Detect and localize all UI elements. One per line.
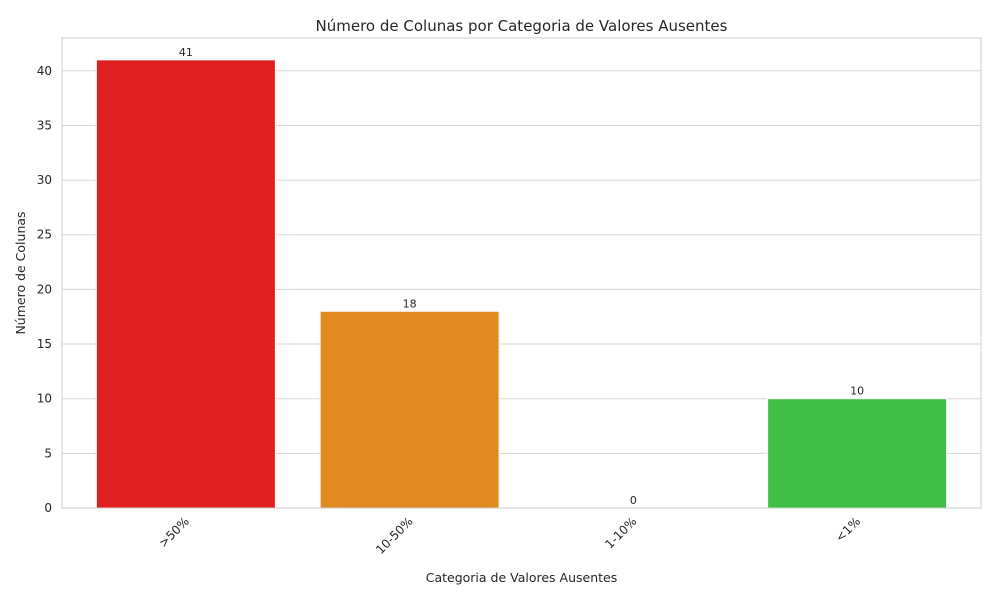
y-tick-label: 25 xyxy=(37,228,52,242)
data-label: 10 xyxy=(850,385,864,398)
y-tick-label: 30 xyxy=(37,173,52,187)
y-axis-label: Número de Colunas xyxy=(13,211,28,334)
y-tick-label: 40 xyxy=(37,64,52,78)
x-tick-label: 10-50% xyxy=(373,514,416,557)
data-label: 0 xyxy=(630,494,637,507)
bar xyxy=(319,310,500,509)
data-labels: 41 18 0 10 xyxy=(179,46,864,507)
y-tick-label: 15 xyxy=(37,337,52,351)
data-label: 18 xyxy=(403,297,417,310)
x-tick-labels: >50% 10-50% 1-10% <1% xyxy=(156,514,863,557)
bar xyxy=(95,59,276,509)
y-tick-label: 5 xyxy=(44,446,52,460)
data-label: 41 xyxy=(179,46,193,59)
y-tick-label: 35 xyxy=(37,118,52,132)
x-tick-label: <1% xyxy=(833,514,863,544)
chart-title: Número de Colunas por Categoria de Valor… xyxy=(316,17,728,35)
y-tick-labels: 0 5 10 15 20 25 30 35 40 xyxy=(37,64,52,515)
bars xyxy=(95,59,948,509)
bar xyxy=(767,398,948,509)
y-tick-label: 20 xyxy=(37,282,52,296)
y-tick-label: 0 xyxy=(44,501,52,515)
x-axis-label: Categoria de Valores Ausentes xyxy=(426,570,618,585)
x-tick-label: >50% xyxy=(156,514,192,550)
plot-frame xyxy=(61,37,982,509)
y-tick-label: 10 xyxy=(37,392,52,406)
x-tick-label: 1-10% xyxy=(602,514,639,551)
